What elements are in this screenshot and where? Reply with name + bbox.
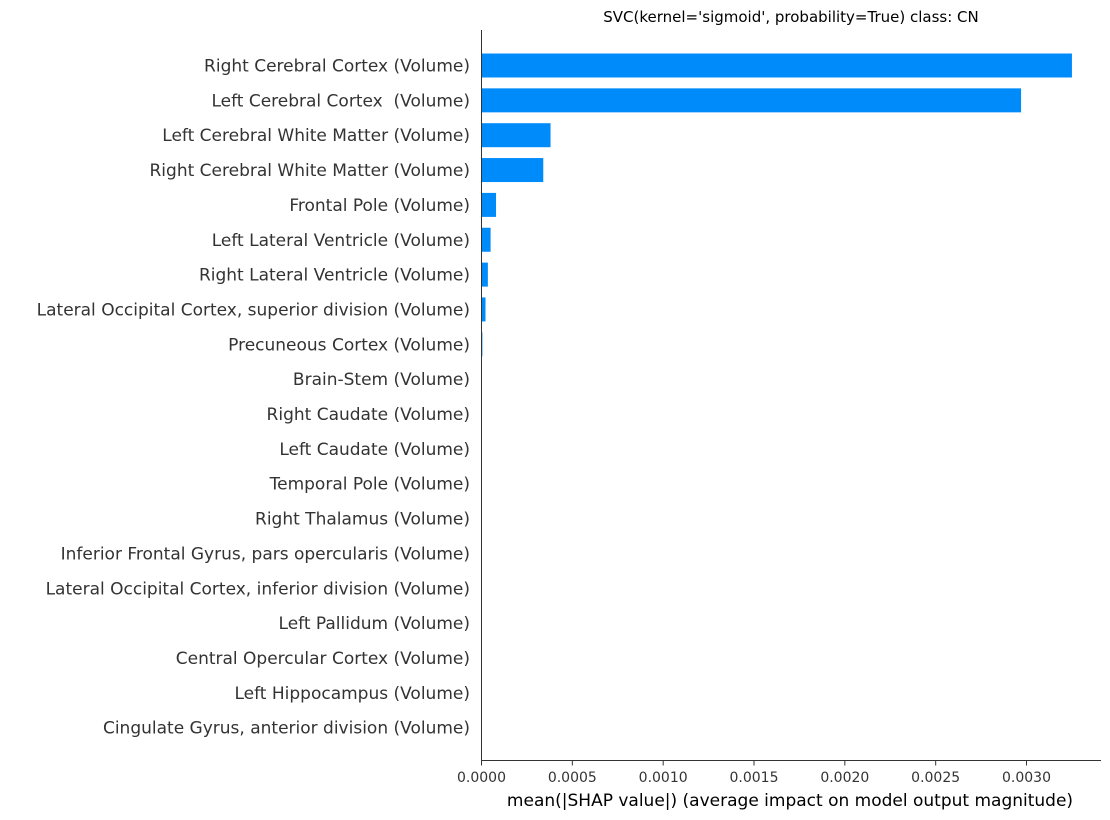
bar [481, 227, 491, 252]
category-label: Lateral Occipital Cortex, superior divis… [37, 300, 470, 320]
bar [481, 123, 551, 148]
category-label: Central Opercular Cortex (Volume) [176, 649, 470, 669]
bar [481, 192, 497, 217]
x-axis-ticks: 0.0000 0.0005 0.0010 0.0015 0.0020 0.0025 0.00… [457, 760, 1051, 786]
category-label: Temporal Pole (Volume) [269, 475, 470, 495]
x-tick-label: 0.0000 [457, 770, 506, 786]
x-tick-label: 0.0030 [1002, 770, 1051, 786]
category-label: Left Cerebral White Matter (Volume) [162, 126, 470, 146]
category-label: Left Hippocampus (Volume) [234, 684, 470, 704]
x-tick-label: 0.0010 [639, 770, 688, 786]
x-tick-label: 0.0005 [548, 770, 597, 786]
category-labels: Right Cerebral Cortex (Volume) Left Cereb… [37, 57, 470, 739]
category-label: Right Lateral Ventricle (Volume) [199, 266, 470, 286]
category-label: Frontal Pole (Volume) [289, 196, 470, 216]
bar [481, 53, 1072, 78]
category-label: Right Thalamus (Volume) [255, 510, 470, 530]
category-label: Right Cerebral White Matter (Volume) [150, 161, 471, 181]
category-label: Left Pallidum (Volume) [279, 614, 470, 634]
category-label: Precuneous Cortex (Volume) [228, 335, 470, 355]
category-label: Brain-Stem (Volume) [293, 370, 470, 390]
chart-title: SVC(kernel='sigmoid', probability=True) … [603, 8, 978, 26]
bar [481, 88, 1022, 113]
bars-group [481, 53, 1072, 740]
bar [481, 158, 544, 183]
x-axis-label: mean(|SHAP value|) (average impact on mo… [507, 791, 1073, 811]
category-label: Right Cerebral Cortex (Volume) [204, 57, 470, 77]
category-label: Left Cerebral Cortex (Volume) [211, 91, 470, 111]
x-tick-label: 0.0025 [911, 770, 960, 786]
bar [481, 262, 488, 287]
x-tick-label: 0.0020 [820, 770, 869, 786]
x-tick-label: 0.0015 [730, 770, 779, 786]
category-label: Left Lateral Ventricle (Volume) [212, 231, 470, 251]
category-label: Right Caudate (Volume) [267, 405, 470, 425]
category-label: Left Caudate (Volume) [279, 440, 470, 460]
category-label: Inferior Frontal Gyrus, pars opercularis… [61, 544, 470, 564]
bar [481, 297, 486, 322]
category-label: Lateral Occipital Cortex, inferior divis… [46, 579, 470, 599]
category-label: Cingulate Gyrus, anterior division (Volu… [103, 719, 470, 739]
